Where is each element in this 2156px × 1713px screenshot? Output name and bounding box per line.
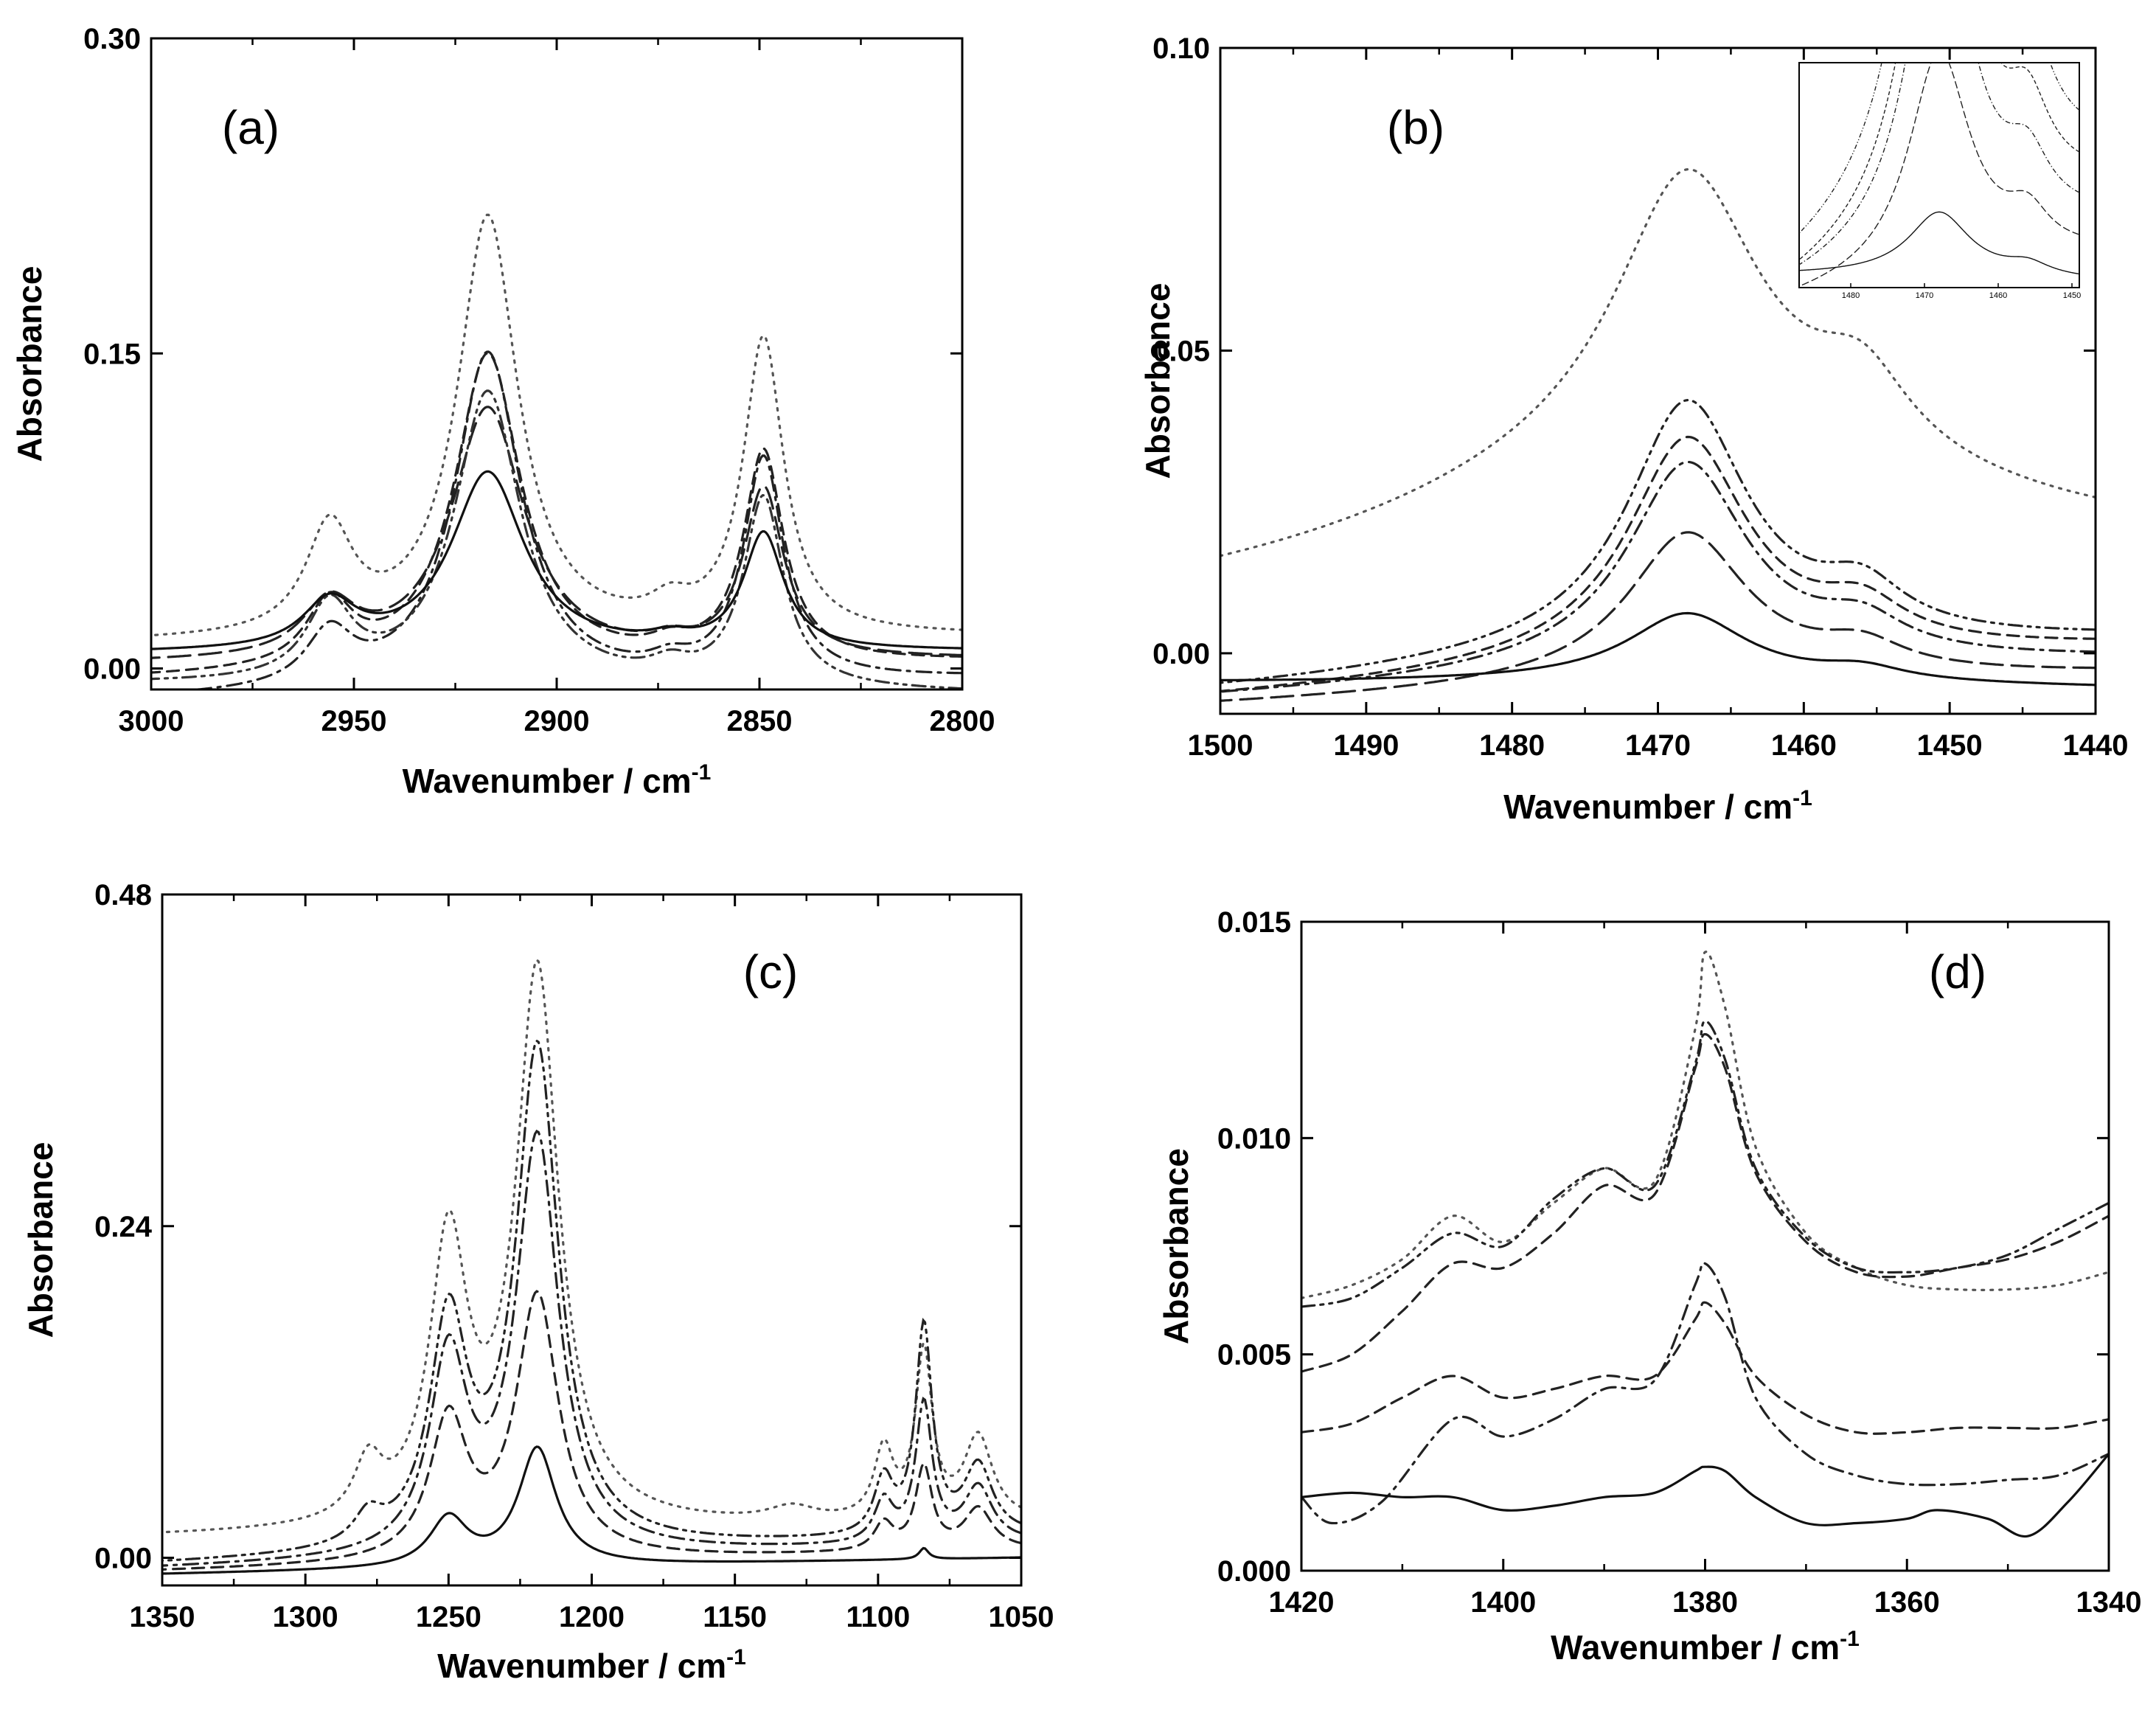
x-tick-label: 1340	[2076, 1586, 2142, 1619]
x-tick-label: 2800	[930, 705, 995, 737]
series-line-3	[1301, 1032, 2109, 1373]
x-tick-label: 1480	[1479, 729, 1545, 762]
y-tick-label: 0.005	[1217, 1339, 1291, 1372]
series-group	[1301, 951, 2109, 1538]
x-tick-label: 1500	[1188, 729, 1253, 762]
y-tick-label: 0.010	[1217, 1122, 1291, 1155]
panel-b: 1500 1490 1480 1470 1460 1450 1440 0.00 0.05 0.10…	[1138, 32, 2129, 826]
y-tick-label: 0.10	[1152, 32, 1210, 65]
panel-c: 1350 1300 1250 1200 1150 1100 1050 0.00 0.24 0.48…	[21, 879, 1054, 1685]
inset-x-tick-label: 1470	[1916, 291, 1933, 300]
x-tick-label: 1470	[1625, 729, 1691, 762]
series-line-5	[1220, 531, 2096, 702]
series-line-1	[1220, 168, 2096, 557]
x-tick-label: 1250	[416, 1601, 481, 1633]
inset-series-line-4	[1799, 63, 2079, 265]
x-axis-title-sup: -1	[1792, 786, 1812, 810]
series-group	[151, 213, 962, 689]
x-tick-label: 2950	[321, 705, 387, 737]
inset-x-tick-label: 1460	[1989, 291, 2007, 300]
inset-series-line-2	[1799, 63, 2079, 234]
x-axis-title-sup: -1	[1840, 1627, 1860, 1651]
x-tick-label: 1450	[1917, 729, 1983, 762]
inset-series-group	[1799, 63, 2079, 287]
series-line-6	[1220, 611, 2096, 687]
x-tick-label: 3000	[119, 705, 184, 737]
y-tick-label: 0.015	[1217, 906, 1291, 939]
x-tick-label: 1420	[1269, 1586, 1335, 1619]
x-tick-label: 2850	[727, 705, 793, 737]
series-line-5	[151, 389, 962, 689]
y-tick-label: 0.00	[94, 1543, 152, 1575]
series-line-3	[1220, 435, 2096, 692]
inset-x-tick-label: 1480	[1842, 291, 1860, 300]
x-axis-title-sup: -1	[692, 760, 712, 785]
x-tick-label: 1150	[703, 1601, 767, 1633]
inset-series-line-3	[1799, 63, 2079, 260]
series-line-5	[1301, 1262, 2109, 1525]
panel-label: (a)	[222, 101, 279, 154]
series-line-6	[151, 470, 962, 650]
x-axis-title: Wavenumber / cm-1	[403, 760, 712, 800]
y-tick-label: 0.15	[83, 338, 141, 370]
series-line-5	[162, 1445, 1021, 1575]
x-tick-label: 1490	[1333, 729, 1399, 762]
x-axis-title: Wavenumber / cm-1	[1503, 786, 1812, 826]
x-tick-label: 1350	[130, 1601, 195, 1633]
x-tick-label: 1460	[1771, 729, 1837, 762]
y-tick-label: 0.00	[1152, 638, 1210, 670]
y-tick-label: 0.24	[94, 1211, 153, 1243]
y-axis-title: Absorbance	[1157, 1148, 1195, 1344]
x-tick-label: 1440	[2063, 729, 2129, 762]
inset-frame	[1798, 62, 2080, 288]
x-axis-title: Wavenumber / cm-1	[1551, 1627, 1860, 1667]
x-tick-label: 2900	[524, 705, 590, 737]
x-tick-label: 1100	[846, 1601, 910, 1633]
x-axis-title-sup: -1	[726, 1645, 746, 1669]
x-tick-label: 1400	[1470, 1586, 1536, 1619]
y-axis-title: Absorbance	[1138, 283, 1177, 479]
panel-label: (d)	[1929, 945, 1986, 998]
series-line-4	[162, 1290, 1021, 1571]
y-tick-label: 0.30	[83, 23, 141, 55]
panel-d: 1420 1400 1380 1360 1340 0.000 0.005 0.010 0.015…	[1157, 906, 2141, 1667]
x-tick-label: 1360	[1874, 1586, 1940, 1619]
series-line-4	[1301, 1301, 2109, 1435]
y-tick-label: 0.48	[94, 879, 152, 911]
x-axis-title-text: Wavenumber / cm	[1503, 788, 1792, 826]
series-line-6	[1301, 1453, 2109, 1538]
series-line-3	[162, 1129, 1021, 1567]
panel-label: (b)	[1387, 101, 1444, 154]
x-tick-label: 1300	[273, 1601, 338, 1633]
y-axis-title: Absorbance	[21, 1142, 60, 1338]
x-axis-title: Wavenumber / cm-1	[437, 1645, 746, 1685]
x-tick-label: 1050	[989, 1601, 1054, 1633]
y-tick-label: 0.05	[1152, 335, 1210, 367]
panel-a: 3000 2950 2900 2850 2800 0.00 0.15 0.30 Wavenumb…	[10, 23, 995, 800]
inset-x-tick-label: 1450	[2063, 291, 2081, 300]
series-group	[162, 958, 1021, 1575]
y-tick-label: 0.00	[83, 653, 141, 686]
series-line-1	[1301, 951, 2109, 1299]
series-line-2	[162, 1039, 1021, 1562]
x-axis-title-text: Wavenumber / cm	[1551, 1628, 1840, 1667]
inset: 1480 1470 1460 1450	[1798, 62, 2081, 300]
y-tick-label: 0.000	[1217, 1555, 1291, 1588]
x-tick-label: 1200	[559, 1601, 625, 1633]
series-line-2	[1220, 398, 2096, 684]
series-group	[1220, 168, 2096, 702]
y-axis-title: Absorbance	[10, 266, 49, 462]
series-line-1	[151, 213, 962, 637]
inset-series-line-6	[1799, 211, 2079, 275]
x-tick-label: 1380	[1672, 1586, 1738, 1619]
panel-label: (c)	[743, 945, 799, 998]
x-axis-title-text: Wavenumber / cm	[403, 762, 692, 800]
x-axis-title-text: Wavenumber / cm	[437, 1647, 726, 1685]
